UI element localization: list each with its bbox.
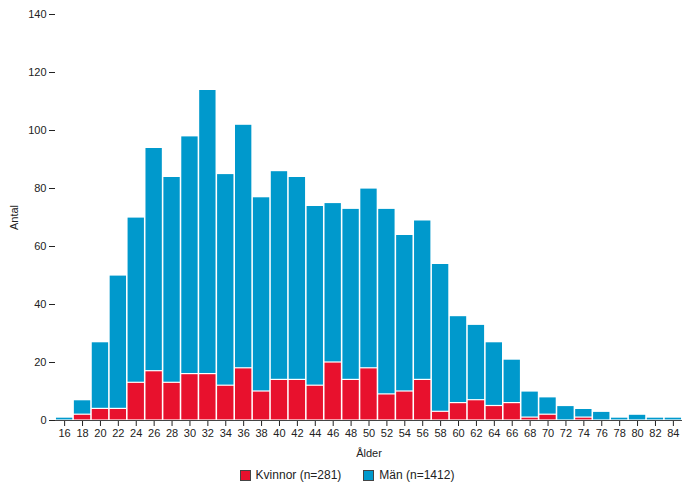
svg-text:74: 74 bbox=[578, 427, 590, 439]
svg-text:46: 46 bbox=[327, 427, 339, 439]
svg-text:28: 28 bbox=[166, 427, 178, 439]
svg-text:76: 76 bbox=[596, 427, 608, 439]
svg-text:80: 80 bbox=[34, 182, 46, 194]
svg-text:140: 140 bbox=[28, 8, 46, 20]
svg-text:60: 60 bbox=[452, 427, 464, 439]
svg-text:80: 80 bbox=[631, 427, 643, 439]
svg-text:38: 38 bbox=[255, 427, 267, 439]
svg-text:36: 36 bbox=[238, 427, 250, 439]
svg-text:58: 58 bbox=[434, 427, 446, 439]
svg-text:82: 82 bbox=[649, 427, 661, 439]
svg-text:30: 30 bbox=[184, 427, 196, 439]
svg-text:70: 70 bbox=[542, 427, 554, 439]
svg-text:40: 40 bbox=[273, 427, 285, 439]
svg-text:68: 68 bbox=[524, 427, 536, 439]
svg-text:84: 84 bbox=[667, 427, 679, 439]
svg-text:56: 56 bbox=[417, 427, 429, 439]
svg-text:66: 66 bbox=[506, 427, 518, 439]
svg-text:100: 100 bbox=[28, 124, 46, 136]
svg-text:22: 22 bbox=[112, 427, 124, 439]
svg-text:16: 16 bbox=[59, 427, 71, 439]
svg-text:54: 54 bbox=[399, 427, 411, 439]
svg-text:48: 48 bbox=[345, 427, 357, 439]
svg-text:Antal: Antal bbox=[8, 205, 20, 230]
svg-text:120: 120 bbox=[28, 66, 46, 78]
svg-text:32: 32 bbox=[202, 427, 214, 439]
svg-text:52: 52 bbox=[381, 427, 393, 439]
html-text:Kvinnor (n=281): Kvinnor (n=281) bbox=[255, 468, 342, 482]
svg-text:20: 20 bbox=[34, 356, 46, 368]
svg-text:20: 20 bbox=[94, 427, 106, 439]
svg-text:60: 60 bbox=[34, 240, 46, 252]
svg-text:40: 40 bbox=[34, 298, 46, 310]
svg-text:64: 64 bbox=[488, 427, 500, 439]
svg-text:78: 78 bbox=[614, 427, 626, 439]
svg-text:50: 50 bbox=[363, 427, 375, 439]
svg-text:42: 42 bbox=[291, 427, 303, 439]
html-text:Män (n=1412): Män (n=1412) bbox=[379, 468, 455, 482]
svg-text:44: 44 bbox=[309, 427, 321, 439]
svg-text:62: 62 bbox=[470, 427, 482, 439]
svg-text:Ålder: Ålder bbox=[356, 447, 382, 459]
svg-text:18: 18 bbox=[76, 427, 88, 439]
svg-text:24: 24 bbox=[130, 427, 142, 439]
svg-text:26: 26 bbox=[148, 427, 160, 439]
svg-text:0: 0 bbox=[40, 414, 46, 426]
svg-text:34: 34 bbox=[220, 427, 232, 439]
svg-text:72: 72 bbox=[560, 427, 572, 439]
